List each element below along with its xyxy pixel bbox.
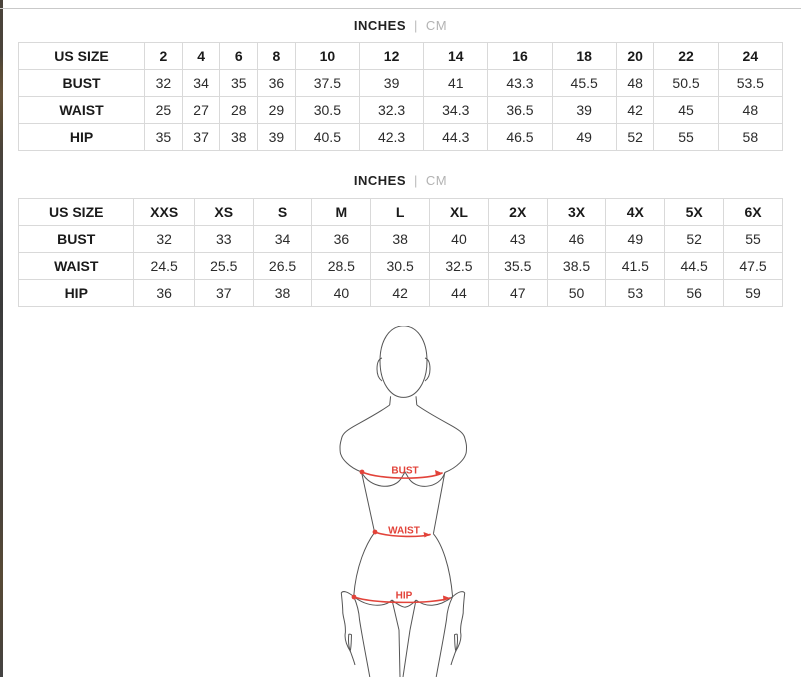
svg-text:WAIST: WAIST <box>388 526 420 537</box>
svg-text:HIP: HIP <box>396 591 413 602</box>
svg-text:BUST: BUST <box>391 466 418 477</box>
